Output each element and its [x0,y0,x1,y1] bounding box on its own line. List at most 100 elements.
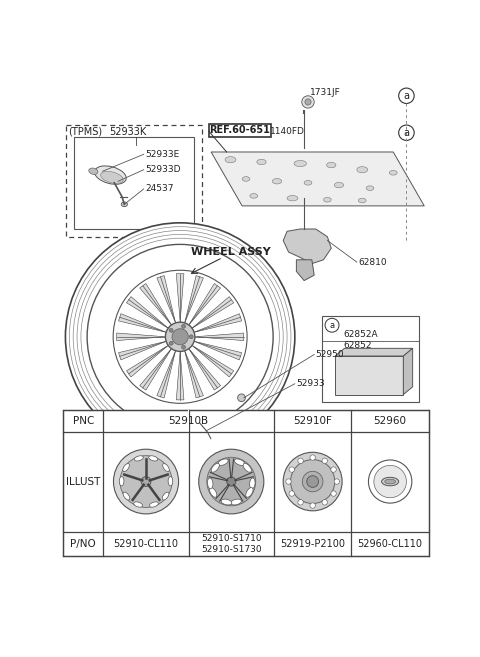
Ellipse shape [121,202,127,207]
Polygon shape [185,351,204,398]
Ellipse shape [234,459,245,465]
Polygon shape [140,349,171,390]
Circle shape [197,420,203,426]
Circle shape [238,394,245,401]
Text: WHEEL ASSY: WHEEL ASSY [191,247,270,257]
Text: 52910-S1710
52910-S1730: 52910-S1710 52910-S1730 [201,534,262,554]
Ellipse shape [243,463,252,472]
Ellipse shape [294,160,306,167]
Text: 52933K: 52933K [109,127,146,137]
Ellipse shape [120,476,124,486]
Ellipse shape [221,499,232,505]
Ellipse shape [225,156,236,163]
Bar [188,411,189,431]
Ellipse shape [324,197,331,202]
Polygon shape [194,313,242,332]
Polygon shape [211,152,424,206]
Circle shape [181,325,185,328]
Text: 52960-CL110: 52960-CL110 [358,539,423,549]
Ellipse shape [209,487,217,497]
Ellipse shape [211,463,219,472]
Text: (TPMS): (TPMS) [69,127,103,137]
Text: 52960: 52960 [373,416,407,426]
Circle shape [399,125,414,141]
Ellipse shape [123,464,129,472]
Polygon shape [119,342,166,360]
Circle shape [181,346,185,349]
Circle shape [399,88,414,104]
Ellipse shape [242,177,250,181]
Ellipse shape [283,452,342,510]
Ellipse shape [231,499,241,505]
Circle shape [369,460,412,503]
Circle shape [169,342,173,345]
Circle shape [325,318,339,332]
Circle shape [374,465,407,498]
Ellipse shape [101,171,123,183]
Circle shape [310,455,315,461]
Circle shape [227,477,236,486]
Text: PNC: PNC [72,416,94,426]
Bar [322,316,419,402]
Text: REF.60-651: REF.60-651 [209,125,270,135]
Bar [74,137,194,229]
Circle shape [286,479,291,484]
Polygon shape [140,284,171,325]
Ellipse shape [134,502,143,507]
Text: 52950: 52950 [316,350,344,359]
Ellipse shape [366,186,374,191]
Circle shape [331,491,336,496]
Ellipse shape [65,223,295,451]
Polygon shape [127,346,168,377]
Polygon shape [189,349,220,390]
Text: 52919-P2100: 52919-P2100 [280,539,345,549]
Ellipse shape [326,162,336,168]
Text: 1731JF: 1731JF [311,88,341,97]
Ellipse shape [149,502,158,507]
Ellipse shape [149,456,158,461]
Text: ILLUST: ILLUST [66,476,100,487]
Polygon shape [127,297,168,328]
Polygon shape [157,351,176,398]
Ellipse shape [87,244,273,429]
Text: 52933D: 52933D [145,165,181,174]
Text: a: a [403,127,409,138]
Circle shape [322,499,327,505]
Circle shape [322,458,327,463]
Polygon shape [117,333,166,340]
Ellipse shape [250,194,258,198]
Ellipse shape [120,456,172,507]
Text: 52933E: 52933E [145,150,180,159]
Ellipse shape [250,478,255,489]
Polygon shape [194,342,242,360]
Polygon shape [185,276,204,323]
Text: 62852: 62852 [343,341,372,350]
Ellipse shape [89,168,98,175]
Text: 1140FD: 1140FD [270,127,305,136]
Text: 24537: 24537 [145,185,174,193]
Polygon shape [176,274,184,322]
Polygon shape [195,333,244,340]
Ellipse shape [389,170,397,175]
FancyBboxPatch shape [66,125,202,237]
Text: 52933: 52933 [296,379,325,388]
Circle shape [302,96,314,108]
Circle shape [169,328,173,332]
Circle shape [334,479,339,484]
Ellipse shape [207,457,256,506]
Polygon shape [192,297,234,328]
Ellipse shape [272,179,282,184]
Ellipse shape [113,270,247,403]
Bar [63,410,429,556]
Ellipse shape [257,159,266,165]
Text: 62852A: 62852A [343,330,377,339]
Ellipse shape [246,487,253,497]
Polygon shape [335,348,413,356]
Text: 62810: 62810 [359,258,387,267]
Circle shape [172,328,188,345]
Ellipse shape [123,492,130,500]
Circle shape [298,499,303,505]
Text: P/NO: P/NO [71,539,96,549]
Polygon shape [119,313,166,332]
Text: 52910-CL110: 52910-CL110 [114,539,179,549]
